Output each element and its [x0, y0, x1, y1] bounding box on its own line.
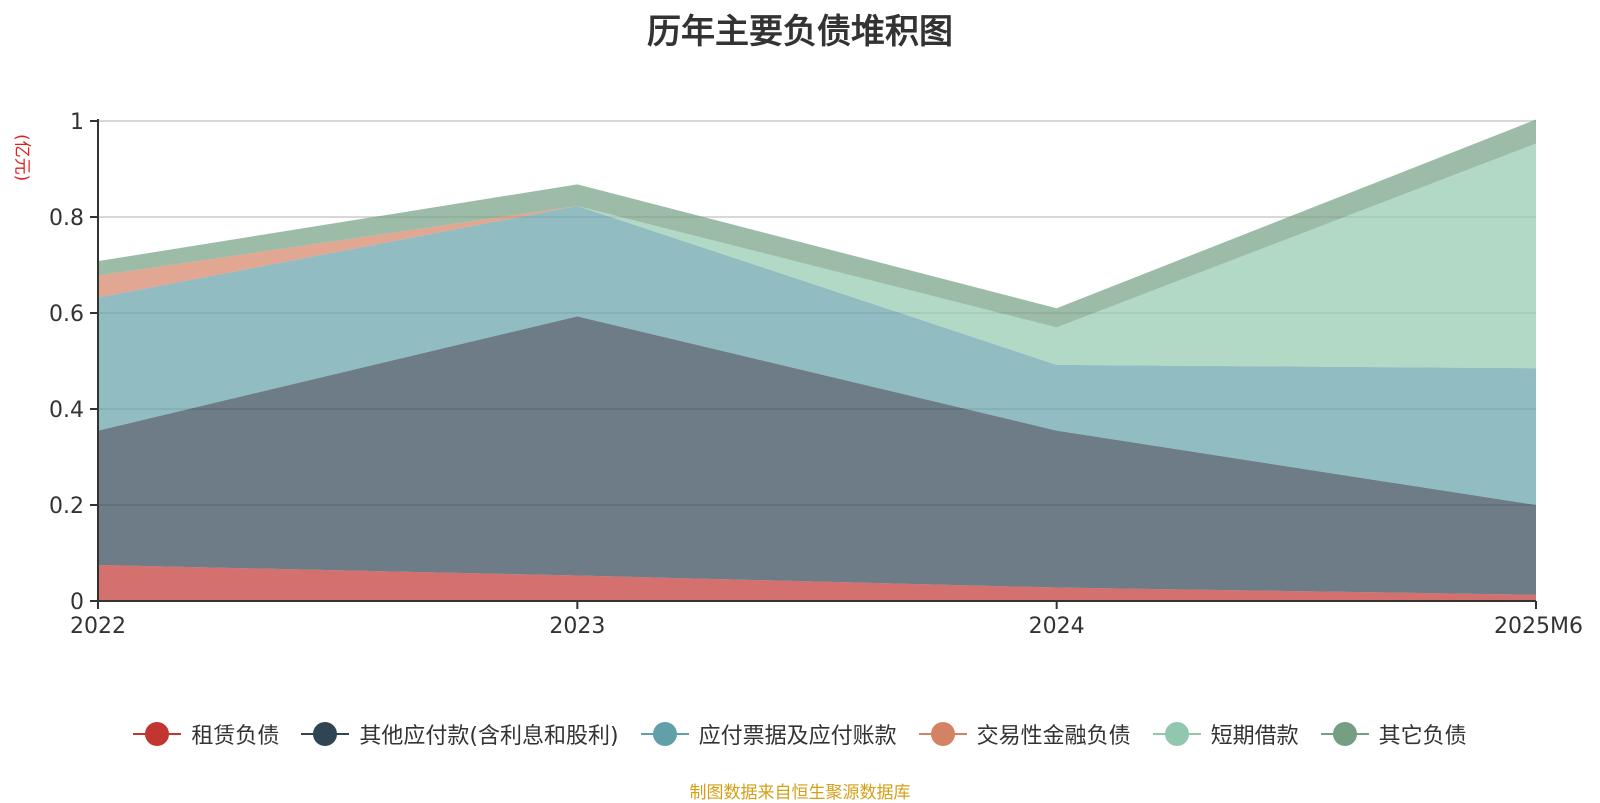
axes: 0 0.2 0.4 0.6 0.8 1 2022 2023 2024 2025M6: [49, 110, 1583, 639]
area-series-1: [98, 316, 1536, 595]
y-tick-label-0: 0: [70, 590, 84, 615]
legend-marker-icon: [133, 721, 182, 747]
area-series-2: [98, 205, 1536, 505]
source-note: 制图数据来自恒生聚源数据库: [689, 783, 911, 803]
legend-item-1[interactable]: 其他应付款(含利息和股利): [301, 718, 619, 750]
legend-label: 其他应付款(含利息和股利): [359, 724, 619, 749]
legend-item-3[interactable]: 交易性金融负债: [918, 718, 1131, 750]
legend-marker-icon: [1320, 721, 1369, 747]
legend-marker-icon: [640, 721, 689, 747]
legend-item-2[interactable]: 应付票据及应付账款: [640, 718, 897, 750]
area-series-4: [98, 143, 1536, 369]
y-tick-label-2: 0.4: [49, 398, 84, 423]
y-tick-label-3: 0.6: [49, 302, 84, 327]
y-tick-label-4: 0.8: [49, 206, 84, 231]
area-series-0: [98, 565, 1536, 601]
y-tick-label-5: 1: [70, 110, 84, 135]
legend: 租赁负债 其他应付款(含利息和股利) 应付票据及应付账款 交易性金融负债 短期借款 其它负…: [0, 718, 1600, 750]
chart-title: 历年主要负债堆积图: [647, 12, 953, 52]
legend-marker-icon: [301, 721, 350, 747]
x-tick-label-2: 2024: [1029, 614, 1085, 639]
legend-item-5[interactable]: 其它负债: [1320, 718, 1467, 750]
y-tick-label-1: 0.2: [49, 494, 84, 519]
legend-item-0[interactable]: 租赁负债: [133, 718, 279, 750]
legend-label: 交易性金融负债: [976, 724, 1131, 749]
legend-marker-icon: [918, 721, 967, 747]
x-tick-label-0: 2022: [70, 614, 126, 639]
legend-label: 其它负债: [1378, 724, 1467, 749]
legend-label: 应付票据及应付账款: [698, 724, 897, 749]
x-tick-label-3: 2025M6: [1494, 614, 1583, 639]
legend-item-4[interactable]: 短期借款: [1152, 718, 1299, 750]
legend-label: 租赁负债: [191, 724, 280, 749]
area-series-5: [98, 119, 1536, 328]
x-tick-label-1: 2023: [549, 614, 605, 639]
legend-label: 短期借款: [1210, 724, 1299, 749]
legend-marker-icon: [1152, 721, 1201, 747]
area-layer: [98, 119, 1536, 601]
